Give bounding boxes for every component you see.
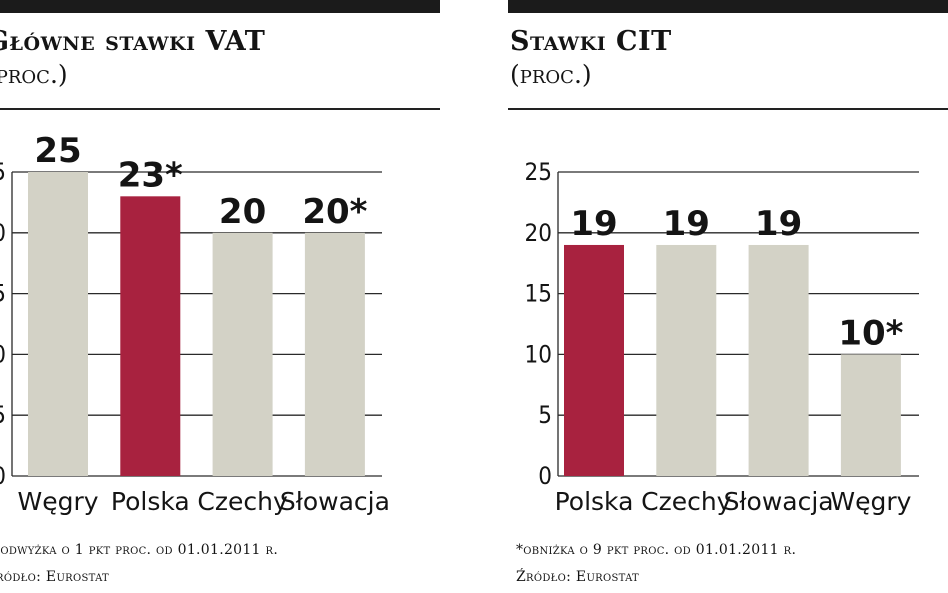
y-tick-label: 0 <box>0 462 6 490</box>
bar <box>120 196 181 476</box>
bar <box>564 244 624 476</box>
category-label: Słowacja <box>280 487 390 516</box>
vat-chart-subtitle: (proc.) <box>0 60 68 89</box>
y-tick-label: 25 <box>0 158 6 186</box>
vat-chart-source: Źródło: Eurostat <box>0 569 110 585</box>
cit-chart-note: *obniżka o 9 pkt proc. od 01.01.2011 r. <box>516 542 797 558</box>
y-tick-label: 0 <box>538 462 552 490</box>
bar <box>748 244 809 476</box>
y-tick-label: 10 <box>525 340 552 368</box>
y-tick-label: 10 <box>0 340 6 368</box>
y-tick-label: 15 <box>0 280 6 308</box>
bar-value-label: 19 <box>570 204 617 244</box>
cit-chart-title: Stawki CIT <box>510 26 672 57</box>
y-tick-label: 25 <box>525 158 552 186</box>
cit-chart: Stawki CIT (proc.) 0 5 10 15 20 25 19 Polska 19 C… <box>508 0 948 593</box>
bar <box>212 232 273 476</box>
cit-title-rule <box>508 108 948 110</box>
y-tick-label: 5 <box>538 401 552 429</box>
y-tick-label: 5 <box>0 401 6 429</box>
cit-bar-chart: 0 5 10 15 20 25 19 Polska 19 Czechy 19 Słowacja 10* W… <box>525 158 919 516</box>
category-label: Czechy <box>641 487 732 516</box>
cit-chart-subtitle: (proc.) <box>510 60 592 89</box>
bar-value-label: 23* <box>118 155 183 195</box>
category-label: Czechy <box>197 487 288 516</box>
vat-chart-title: Główne stawki VAT <box>0 26 266 57</box>
bar <box>656 244 717 476</box>
bar-value-label: 19 <box>755 204 802 244</box>
vat-title-rule <box>0 108 440 110</box>
category-label: Węgry <box>830 487 911 516</box>
vat-bar-chart: 0 5 10 15 20 25 25 Węgry 23* Polska 20 Czechy 20* Sło… <box>0 131 390 516</box>
bar-value-label: 20* <box>302 192 367 232</box>
bar-value-label: 10* <box>838 313 903 353</box>
bar <box>840 354 901 476</box>
category-label: Słowacja <box>724 487 834 516</box>
y-tick-label: 20 <box>0 219 6 247</box>
bar-value-label: 20 <box>219 192 266 232</box>
vat-chart: Główne stawki VAT (proc.) 0 5 10 15 20 25 25 Wę… <box>0 0 440 593</box>
y-tick-label: 20 <box>525 219 552 247</box>
vat-top-bar <box>0 0 440 13</box>
bar <box>28 172 88 476</box>
category-label: Polska <box>555 487 634 516</box>
bar-value-label: 25 <box>34 131 81 171</box>
category-label: Węgry <box>17 487 98 516</box>
cit-chart-source: Źródło: Eurostat <box>516 569 640 585</box>
cit-top-bar <box>508 0 948 13</box>
y-tick-label: 15 <box>525 280 552 308</box>
bar-value-label: 19 <box>663 204 710 244</box>
vat-chart-note: *podwyżka o 1 pkt proc. od 01.01.2011 r. <box>0 542 279 558</box>
category-label: Polska <box>111 487 190 516</box>
bar <box>304 232 365 476</box>
